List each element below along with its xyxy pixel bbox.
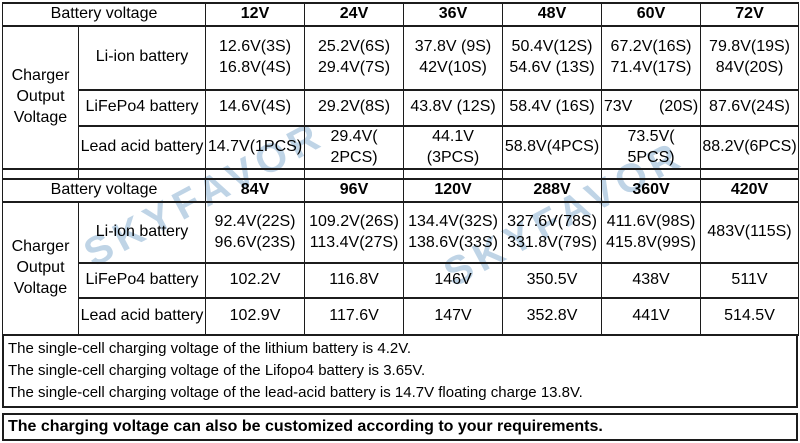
table-row: Charger Output Voltage Li-ion battery 92… [2, 201, 800, 337]
battery-type-label: Lead acid battery [77, 124, 207, 171]
voltage-cell: 73.5V( 5PCS) [601, 124, 702, 171]
note-line: The single-cell charging voltage of the … [8, 340, 412, 358]
column-header: 12V [205, 2, 306, 27]
voltage-cell: 147V [403, 297, 504, 337]
voltage-cell: 79.8V(19S) 84V(20S) [700, 24, 800, 91]
voltage-cell: 146V [403, 262, 504, 300]
voltage-cell: 350.5V [502, 262, 603, 300]
note-line: The single-cell charging voltage of the … [8, 384, 583, 402]
battery-type-label: Li-ion battery [77, 24, 207, 91]
column-header: 420V [700, 178, 800, 204]
column-header: 24V [304, 2, 405, 27]
column-header: 36V [403, 2, 504, 27]
note-line: The single-cell charging voltage of the … [8, 362, 426, 380]
voltage-cell: 102.9V [205, 297, 306, 337]
table-row: Lead acid battery 102.9V 117.6V 147V 352… [3, 297, 800, 337]
voltage-cell: 37.8V (9S) 42V(10S) [403, 24, 504, 91]
column-header: 72V [700, 2, 800, 27]
table2-header-row: Battery voltage 84V 96V 120V 288V 360V 4… [1, 178, 800, 204]
battery-type-label: LiFePo4 battery [77, 88, 207, 127]
voltage-cell: 44.1V (3PCS) [403, 124, 504, 171]
battery-type-label: LiFePo4 battery [77, 262, 207, 300]
battery-type-label: Li-ion battery [77, 201, 207, 265]
voltage-cell: 92.4V(22S) 96.6V(23S) [205, 201, 306, 265]
table1-header-row: Battery voltage 12V 24V 36V 48V 60V 72V [1, 2, 800, 27]
battery-type-label: Lead acid battery [77, 297, 207, 337]
voltage-cell: 102.2V [205, 262, 306, 300]
voltage-cell: 511V [700, 262, 800, 300]
voltage-cell: 25.2V(6S) 29.4V(7S) [304, 24, 405, 91]
voltage-cell: 50.4V(12S) 54.6V (13S) [502, 24, 603, 91]
voltage-cell: 438V [601, 262, 702, 300]
voltage-cell: 58.8V(4PCS) [502, 124, 603, 171]
table-row: Lead acid battery 14.7V(1PCS) 29.4V( 2PC… [3, 124, 800, 171]
voltage-cell: 352.8V [502, 297, 603, 337]
voltage-cell: 14.7V(1PCS) [205, 124, 306, 171]
column-header: 96V [304, 178, 405, 204]
voltage-cell: 58.4V (16S) [502, 88, 603, 127]
customization-note: The charging voltage can also be customi… [2, 413, 798, 442]
voltage-cell: 411.6V(98S) 415.8V(99S) [601, 201, 702, 265]
separator-cell [77, 168, 207, 181]
separator-cell [205, 168, 306, 181]
row-group-label: Charger Output Voltage [2, 24, 79, 171]
table-separator-row [2, 168, 800, 181]
charger-voltage-table: Battery voltage 12V 24V 36V 48V 60V 72V … [1, 2, 800, 337]
column-header: 288V [502, 178, 603, 204]
table-row: Charger Output Voltage Li-ion battery 12… [2, 24, 800, 171]
voltage-cell: 327.6V(78S) 331.8V(79S) [502, 201, 603, 265]
voltage-cell: 514.5V [700, 297, 800, 337]
table-row: LiFePo4 battery 102.2V 116.8V 146V 350.5… [3, 262, 800, 300]
voltage-cell: 12.6V(3S) 16.8V(4S) [205, 24, 306, 91]
row-group-label: Charger Output Voltage [2, 201, 79, 337]
battery-voltage-header: Battery voltage [1, 178, 207, 204]
voltage-cell: 14.6V(4S) [205, 88, 306, 127]
voltage-cell: 67.2V(16S) 71.4V(17S) [601, 24, 702, 91]
voltage-cell: 134.4V(32S) 138.6V(33S) [403, 201, 504, 265]
separator-cell [502, 168, 603, 181]
column-header: 48V [502, 2, 603, 27]
separator-cell [2, 168, 79, 181]
voltage-cell: 117.6V [304, 297, 405, 337]
voltage-cell: 29.2V(8S) [304, 88, 405, 127]
column-header: 120V [403, 178, 504, 204]
voltage-cell: 109.2V(26S) 113.4V(27S) [304, 201, 405, 265]
voltage-cell: 43.8V (12S) [403, 88, 504, 127]
separator-cell [601, 168, 702, 181]
voltage-cell: 116.8V [304, 262, 405, 300]
voltage-cell: 87.6V(24S) [700, 88, 800, 127]
column-header: 84V [205, 178, 306, 204]
column-header: 360V [601, 178, 702, 204]
voltage-cell: 88.2V(6PCS) [700, 124, 800, 171]
separator-cell [403, 168, 504, 181]
separator-cell [700, 168, 800, 181]
battery-voltage-header: Battery voltage [1, 2, 207, 27]
table-row: LiFePo4 battery 14.6V(4S) 29.2V(8S) 43.8… [3, 88, 800, 127]
voltage-cell: 73V (20S) [601, 88, 702, 127]
voltage-cell: 483V(115S) [700, 201, 800, 265]
single-cell-notes: The single-cell charging voltage of the … [2, 336, 798, 409]
separator-cell [304, 168, 405, 181]
voltage-cell: 441V [601, 297, 702, 337]
voltage-cell: 29.4V( 2PCS) [304, 124, 405, 171]
column-header: 60V [601, 2, 702, 27]
